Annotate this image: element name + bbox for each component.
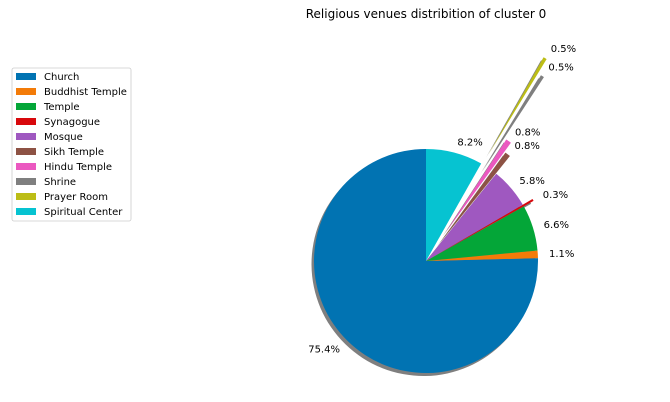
chart-title: Religious venues distribition of cluster… [306, 7, 547, 21]
pct-label-mosque: 5.8% [519, 176, 544, 187]
pct-label-synagogue: 0.3% [543, 190, 568, 201]
legend-label-buddhist-temple: Buddhist Temple [44, 87, 127, 98]
legend: Church Buddhist Temple Temple Synagogue Mosq… [11, 67, 132, 222]
slice-mosque [426, 173, 523, 261]
pct-label-church: 75.4% [308, 345, 340, 356]
legend-label-shrine: Shrine [44, 177, 76, 188]
pct-label-spiritual-center: 8.2% [457, 137, 482, 148]
legend-swatch-sikh-temple [16, 148, 36, 155]
legend-label-spiritual-center: Spiritual Center [44, 207, 123, 218]
legend-label-hindu-temple: Hindu Temple [44, 162, 112, 173]
pct-label-sikh-temple: 0.8% [515, 141, 540, 152]
slice-buddhist-temple [426, 250, 538, 261]
legend-swatch-mosque [16, 133, 36, 140]
pct-label-shrine: 0.5% [548, 62, 573, 73]
legend-label-mosque: Mosque [44, 132, 83, 143]
legend-swatch-temple [16, 103, 36, 110]
pie-slices [313, 57, 547, 373]
legend-frame [11, 67, 132, 222]
slice-temple [426, 206, 538, 261]
legend-label-sikh-temple: Sikh Temple [44, 147, 104, 158]
legend-swatch-shrine [16, 178, 36, 185]
legend-label-temple: Temple [43, 102, 80, 113]
slice-spiritual-center [426, 149, 482, 261]
pct-label-prayer-room: 0.5% [551, 44, 576, 55]
legend-swatch-buddhist-temple [16, 88, 36, 95]
pct-label-temple: 6.6% [544, 220, 569, 231]
legend-swatch-spiritual-center [16, 208, 36, 215]
legend-swatch-synagogue [16, 118, 36, 125]
slice-synagogue [435, 199, 534, 256]
legend-label-synagogue: Synagogue [44, 117, 100, 128]
pct-label-buddhist-temple: 1.1% [549, 249, 574, 260]
pct-label-hindu-temple: 0.8% [515, 127, 540, 138]
legend-swatch-church [16, 73, 36, 80]
slice-shrine [482, 75, 544, 171]
slice-prayer-room [488, 57, 547, 155]
slice-hindu-temple [445, 139, 511, 234]
legend-swatch-hindu-temple [16, 163, 36, 170]
legend-swatch-prayer-room [16, 193, 36, 200]
legend-label-church: Church [44, 72, 79, 83]
legend-label-prayer-room: Prayer Room [44, 192, 108, 203]
slice-sikh-temple [439, 152, 510, 244]
pie-labels: 75.4% 1.1% 6.6% 0.3% 5.8% 0.8% 0.8% 0.5% 0.5% 8.2… [308, 44, 576, 356]
